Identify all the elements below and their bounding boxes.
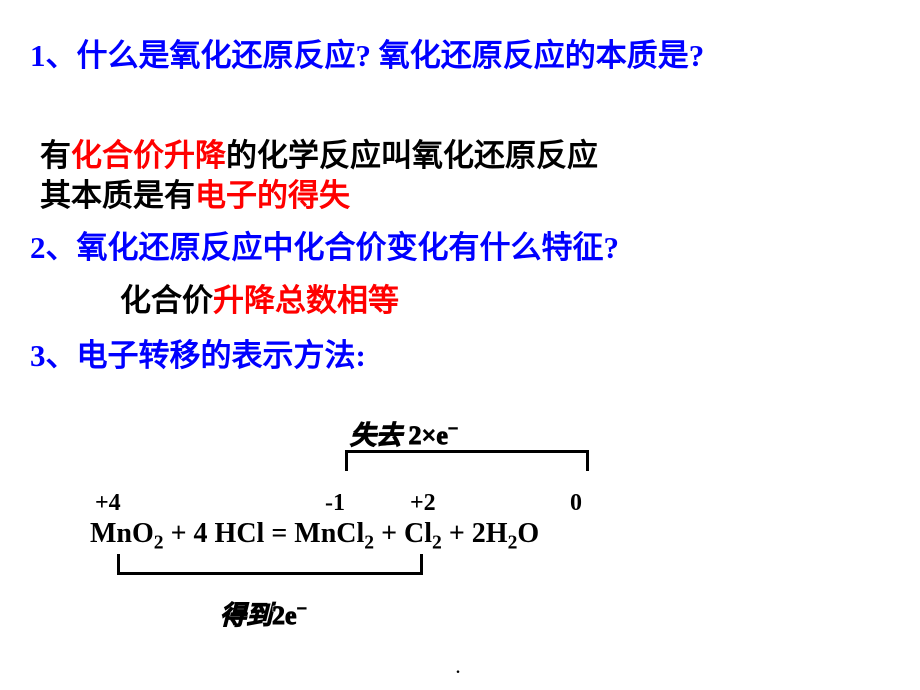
ox-cl: -1 xyxy=(325,490,345,517)
eq-s2: + 4 HCl = MnCl xyxy=(164,518,365,549)
a1-p1: 有 xyxy=(40,138,71,173)
lose-label: 失去 2×e− xyxy=(350,415,458,452)
top-bracket xyxy=(345,450,589,471)
q2-qm: ? xyxy=(604,230,620,265)
equation: MnO2 + 4 HCl = MnCl2 + Cl2 + 2H2O xyxy=(90,518,539,555)
q2-num: 2、 xyxy=(30,230,77,265)
a2-p1: 化合价 xyxy=(120,283,213,318)
eq-s4: + 2H xyxy=(442,518,508,549)
answer-1-line1: 有化合价升降的化学反应叫氧化还原反应 xyxy=(40,130,598,175)
a1-p4: 其本质是有 xyxy=(40,178,195,213)
lose-sup: − xyxy=(448,418,458,438)
q3-num: 3、 xyxy=(30,338,77,373)
a1-p3: 的化学反应叫氧化还原反应 xyxy=(226,138,598,173)
lose-b: 2×e xyxy=(402,421,448,450)
q1-sp xyxy=(371,38,379,73)
answer-1-line2: 其本质是有电子的得失 xyxy=(40,170,350,215)
q1-num: 1、 xyxy=(30,38,77,73)
question-1: 1、什么是氧化还原反应? 氧化还原反应的本质是? xyxy=(30,30,704,75)
bottom-bracket xyxy=(117,554,423,575)
a1-p5: 电子的得失 xyxy=(195,178,350,213)
lose-a: 失去 xyxy=(350,421,402,450)
gain-label: 得到2e− xyxy=(220,595,307,632)
eq-s1: MnO xyxy=(90,518,154,549)
slide: 1、什么是氧化还原反应? 氧化还原反应的本质是? 有化合价升降的化学反应叫氧化还… xyxy=(0,0,920,690)
q3-colon: : xyxy=(356,338,366,373)
eq-s2-sub: 2 xyxy=(364,533,374,554)
eq-s4-sub: 2 xyxy=(508,533,518,554)
ox-mn4: +4 xyxy=(95,490,121,517)
gain-b: 2e xyxy=(272,601,297,630)
gain-a: 得到 xyxy=(220,601,272,630)
eq-s5: O xyxy=(517,518,539,549)
q2-a: 氧化还原反应中化合价变化有什么特征 xyxy=(77,230,604,265)
q1-a: 什么是氧化还原反应 xyxy=(77,38,356,73)
eq-s3-sub: 2 xyxy=(432,533,442,554)
ox-cl0: 0 xyxy=(570,490,582,517)
q1-b: 氧化还原反应的本质是 xyxy=(379,38,689,73)
eq-s3: + Cl xyxy=(374,518,432,549)
gain-sup: − xyxy=(297,598,307,618)
question-2: 2、氧化还原反应中化合价变化有什么特征? xyxy=(30,222,619,267)
q3-a: 电子转移的表示方法 xyxy=(77,338,356,373)
question-3: 3、电子转移的表示方法: xyxy=(30,330,366,375)
a1-p2: 化合价升降 xyxy=(71,138,226,173)
footer-dot: . xyxy=(456,660,460,678)
answer-2: 化合价升降总数相等 xyxy=(120,275,399,320)
ox-mn2: +2 xyxy=(410,490,436,517)
eq-s1-sub: 2 xyxy=(154,533,164,554)
a2-p2: 升降总数相等 xyxy=(213,283,399,318)
q1-qm1: ? xyxy=(356,38,372,73)
q1-qm2: ? xyxy=(689,38,705,73)
